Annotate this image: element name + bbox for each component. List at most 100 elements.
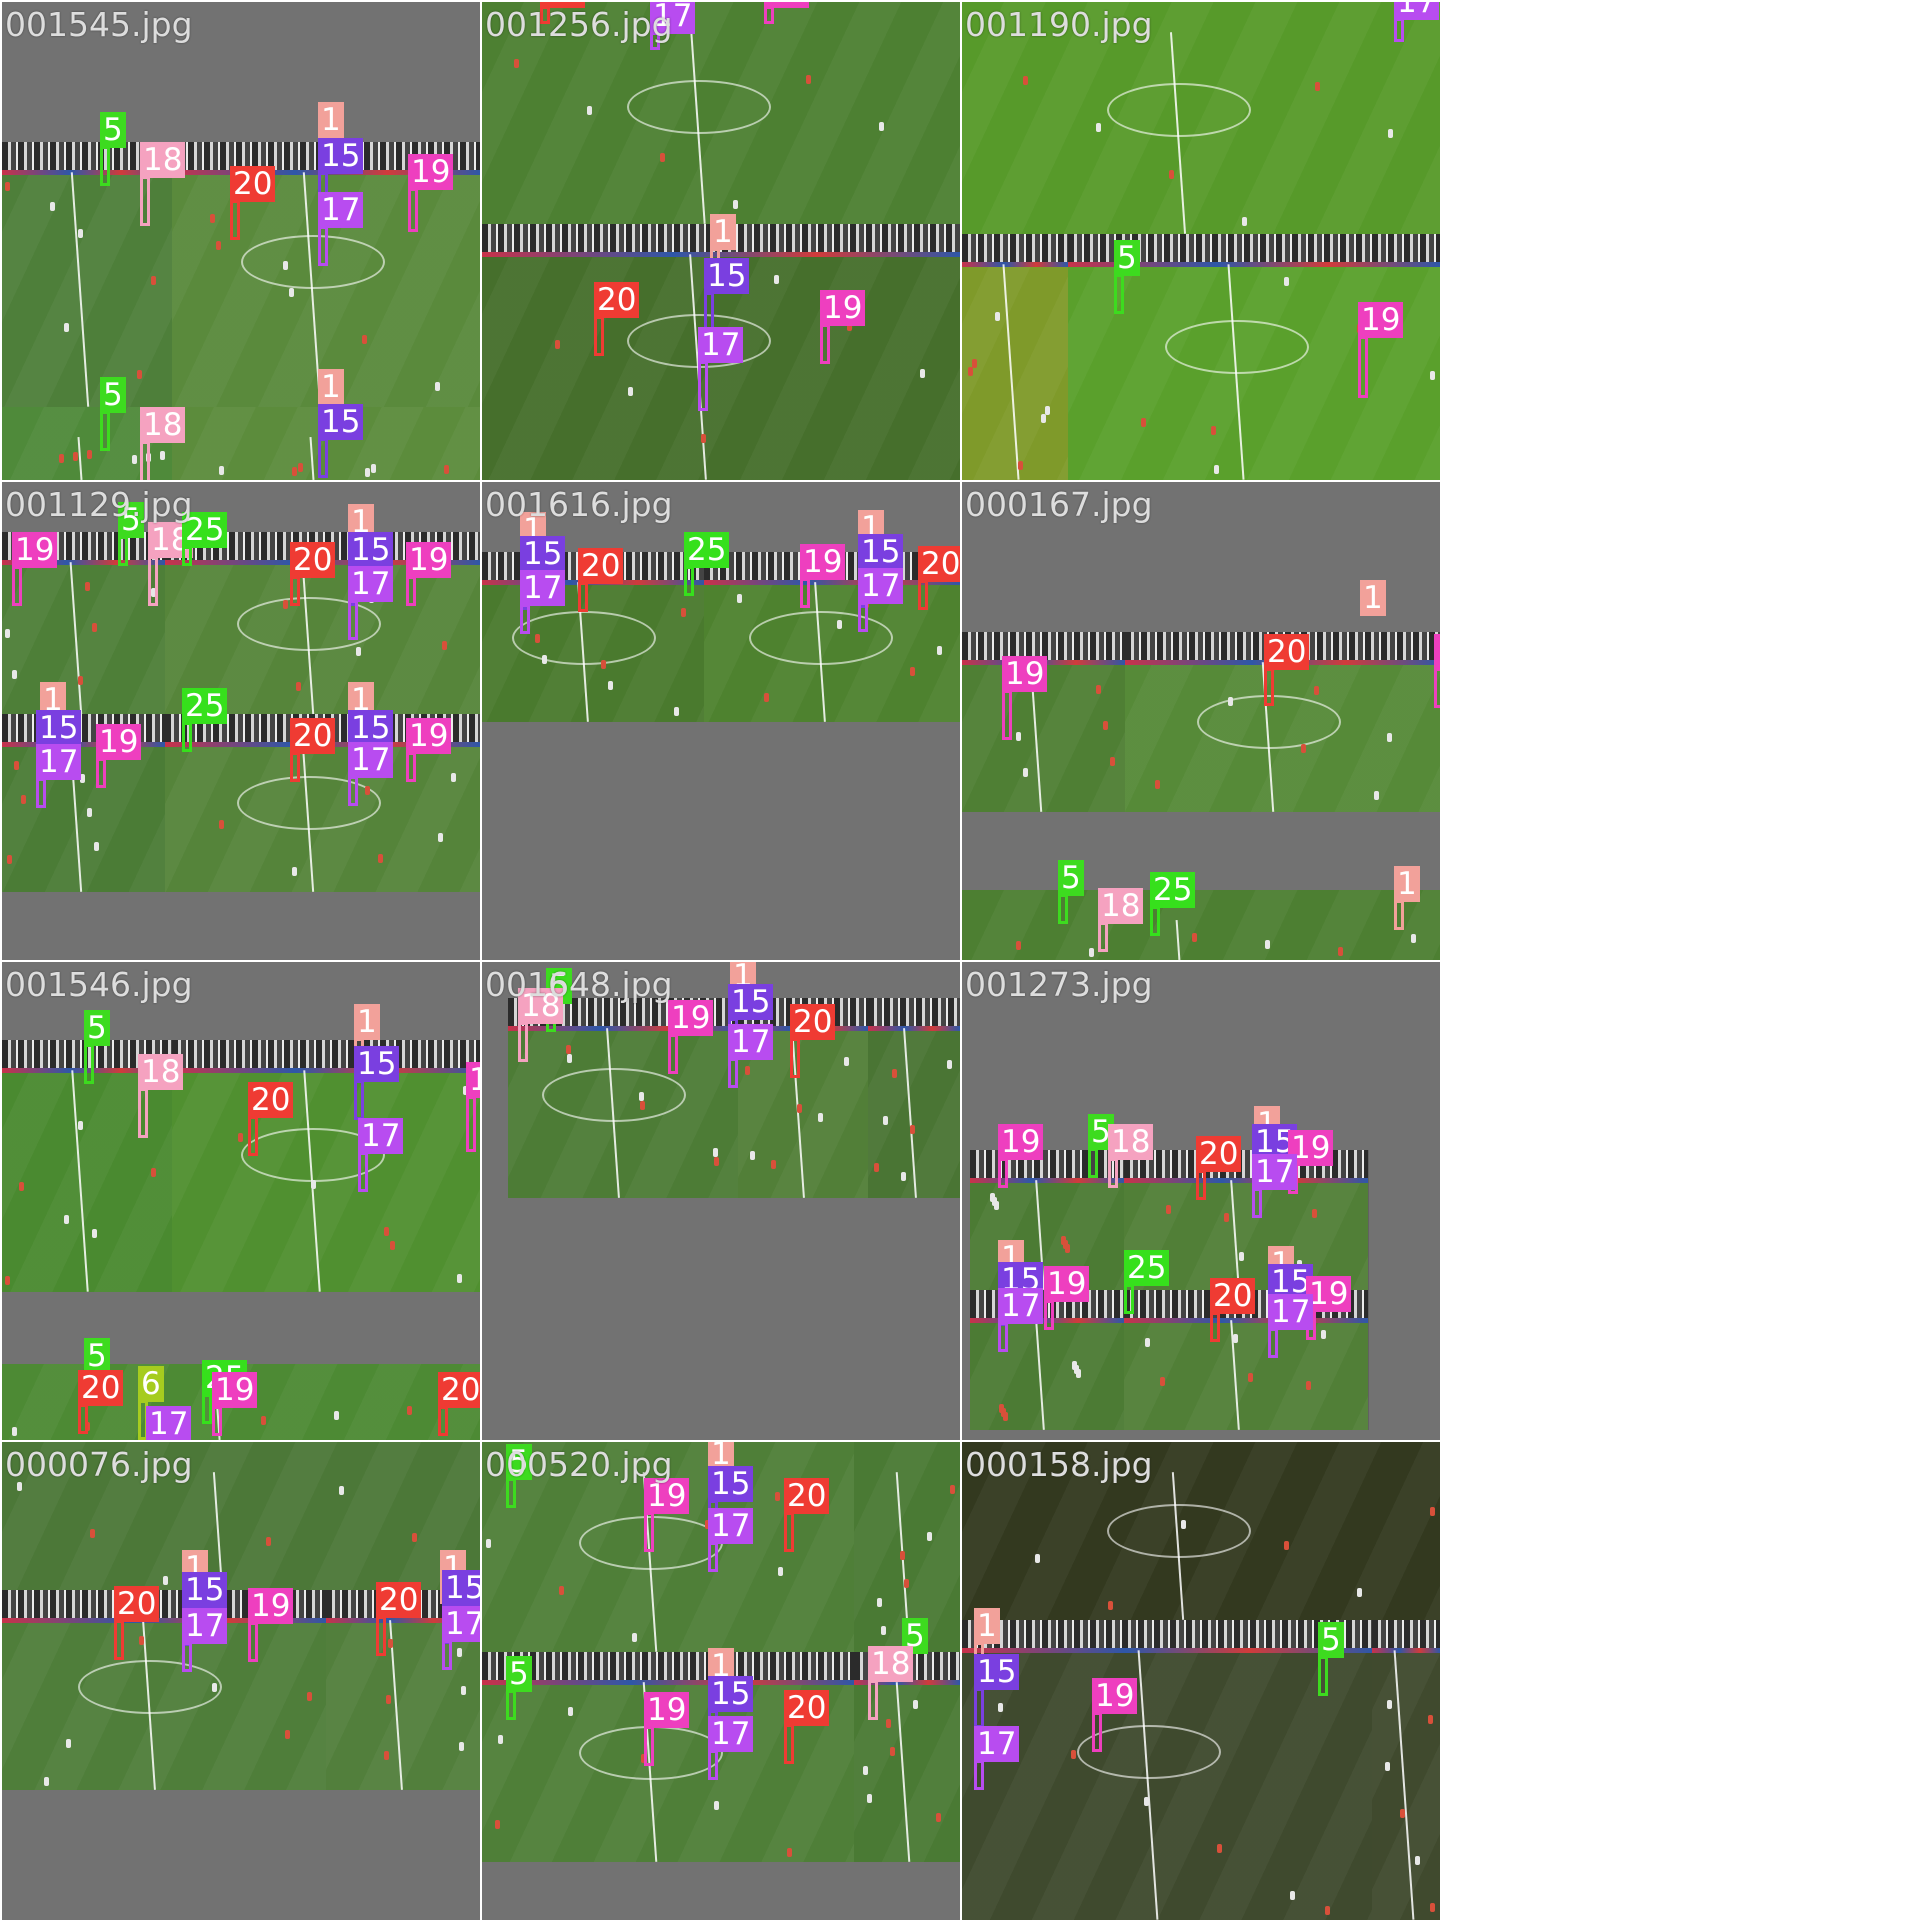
player — [886, 1719, 891, 1728]
player — [1096, 685, 1101, 694]
player — [775, 1492, 780, 1501]
bounding-box — [182, 1642, 192, 1672]
class-label: 5 — [100, 112, 126, 148]
player — [44, 1777, 49, 1786]
player — [94, 842, 99, 851]
player — [1214, 465, 1219, 474]
player — [459, 1742, 464, 1751]
player — [1096, 123, 1101, 132]
player — [1325, 1906, 1330, 1915]
ad-boards — [326, 1618, 480, 1623]
player — [778, 1567, 783, 1576]
class-label: 19 — [1358, 302, 1404, 338]
class-label: 17 — [650, 2, 696, 34]
player — [137, 370, 142, 379]
grass — [1372, 1620, 1440, 1920]
player — [844, 1057, 849, 1066]
player — [311, 1180, 316, 1189]
class-label: 17 — [708, 1716, 754, 1752]
player — [384, 1227, 389, 1236]
player — [498, 1735, 503, 1744]
player — [365, 468, 370, 477]
class-label: 19 — [1434, 634, 1440, 670]
ad-boards — [1372, 1648, 1440, 1653]
ad-boards — [508, 1026, 738, 1031]
class-label: 20 — [540, 2, 586, 8]
grass — [868, 998, 960, 1198]
center-circle — [1197, 695, 1341, 749]
stadium-crowd — [970, 1150, 1124, 1178]
mosaic-tile: 19518201151917115191725201151917001273.j… — [962, 962, 1440, 1440]
class-label: 17 — [728, 1024, 774, 1060]
player — [92, 623, 97, 632]
class-label: 20 — [248, 1082, 294, 1118]
class-label: 15 — [708, 1466, 754, 1502]
bounding-box — [518, 1022, 528, 1062]
player — [1248, 1373, 1253, 1382]
class-label: 15 — [442, 1570, 480, 1606]
player — [365, 786, 370, 795]
class-label: 19 — [1288, 1130, 1334, 1166]
player — [559, 1586, 564, 1595]
bounding-box — [644, 1512, 654, 1552]
class-label: 20 — [290, 542, 336, 578]
class-label: 17 — [318, 192, 364, 228]
player — [920, 369, 925, 378]
grass — [962, 234, 1068, 480]
class-label: 1 — [710, 214, 736, 250]
player — [806, 75, 811, 84]
class-label: 19 — [408, 154, 454, 190]
class-label: 17 — [1252, 1154, 1298, 1190]
class-label: 1 — [318, 369, 344, 405]
class-label: 5 — [100, 377, 126, 413]
bounding-box — [1058, 894, 1068, 924]
player — [384, 1751, 389, 1760]
player — [867, 1794, 872, 1803]
bounding-box — [1092, 1712, 1102, 1752]
center-circle — [1165, 320, 1309, 374]
player — [362, 335, 367, 344]
player — [285, 1730, 290, 1739]
bounding-box — [100, 146, 110, 186]
bounding-box — [406, 576, 416, 606]
class-label: 25 — [182, 688, 228, 724]
player — [972, 359, 977, 368]
player — [78, 229, 83, 238]
bounding-box — [704, 292, 714, 332]
player — [495, 1820, 500, 1829]
player — [1228, 697, 1233, 706]
ad-boards — [1124, 1178, 1368, 1183]
class-label: 19 — [764, 2, 810, 8]
ad-boards — [962, 1648, 1372, 1653]
player — [388, 1639, 393, 1648]
player — [163, 1576, 168, 1585]
bounding-box — [998, 1322, 1008, 1352]
bounding-box — [668, 1034, 678, 1074]
player — [968, 367, 973, 376]
class-label: 19 — [668, 1000, 714, 1036]
class-label: 20 — [594, 282, 640, 318]
ad-boards — [482, 252, 960, 257]
player — [1160, 1377, 1165, 1386]
pitch-crop — [482, 2, 960, 224]
player — [1387, 1700, 1392, 1709]
player — [87, 808, 92, 817]
player — [66, 1739, 71, 1748]
player — [59, 454, 64, 463]
class-label: 5 — [118, 502, 144, 538]
bounding-box — [96, 758, 106, 788]
player — [750, 1151, 755, 1160]
bounding-box — [114, 1620, 124, 1660]
player — [132, 455, 137, 464]
bounding-box — [78, 1404, 88, 1434]
class-label: 20 — [784, 1478, 830, 1514]
class-label: 18 — [140, 407, 186, 443]
bounding-box — [248, 1622, 258, 1662]
player — [216, 241, 221, 250]
bounding-box — [354, 1080, 364, 1120]
player — [608, 681, 613, 690]
stadium-crowd — [172, 1040, 480, 1068]
class-label: 15 — [858, 534, 904, 570]
bounding-box — [708, 1542, 718, 1572]
